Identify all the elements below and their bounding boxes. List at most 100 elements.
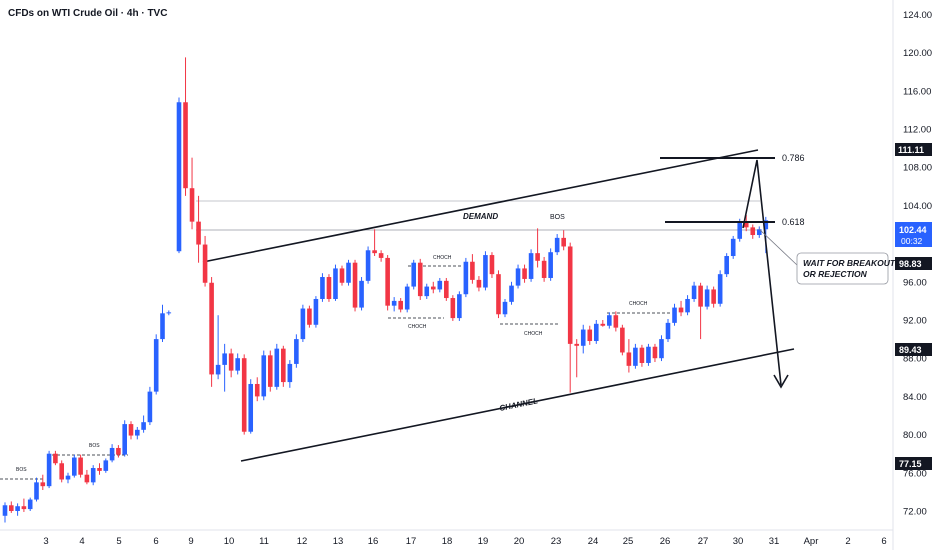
candle-body-104: [678, 307, 684, 313]
candle-body-18: [116, 447, 121, 455]
candle-body-53: [346, 262, 351, 283]
demand-label: DEMAND: [463, 212, 498, 221]
candle-body-61: [398, 300, 403, 310]
candle-body-101: [659, 339, 664, 359]
price-axis[interactable]: 72.0076.0080.0084.0088.0092.0096.00100.0…: [903, 10, 932, 518]
candle-body-16: [103, 460, 109, 471]
candle-body-82: [535, 253, 540, 261]
bos-label-1: BOS: [16, 467, 27, 473]
candle-body-84: [548, 252, 553, 278]
candle-body-8: [53, 453, 58, 464]
candle-body-92: [600, 323, 606, 326]
candle-body-54: [352, 262, 358, 308]
time-axis[interactable]: 3 4 5 6 9 10 11 12 13 16 17 18 19 20 23 24 25 26 27 30 31 Apr…: [43, 536, 886, 547]
candle-body-66: [430, 286, 436, 290]
x-tick-label-15: 24: [588, 536, 599, 547]
candle-body-15: [97, 468, 102, 471]
candle-body-4: [27, 499, 33, 510]
candle-body-29: [189, 188, 195, 222]
fib-0618-label: 0.618: [782, 217, 805, 227]
x-tick-label-16: 25: [623, 536, 634, 547]
price-tag-countdown: 00:32: [901, 236, 923, 246]
candle-body-62: [404, 286, 410, 310]
x-tick-label-5: 10: [224, 536, 235, 547]
candle-body-2: [15, 506, 20, 511]
x-tick-label-23: 6: [881, 536, 886, 547]
y-tick-label-4: 88.00: [903, 354, 927, 365]
candle-body-112: [730, 238, 736, 257]
x-tick-label-0: 3: [43, 536, 48, 547]
candle-body-87: [567, 246, 573, 344]
x-tick-label-9: 16: [368, 536, 379, 547]
candle-body-73: [476, 279, 482, 288]
x-tick-label-18: 27: [698, 536, 709, 547]
candle-body-14: [90, 468, 96, 483]
candle-body-56: [365, 250, 371, 281]
bos-label-2: BOS: [89, 443, 100, 449]
x-tick-label-4: 9: [188, 536, 193, 547]
chart-title: CFDs on WTI Crude Oil · 4h · TVC: [8, 8, 167, 19]
candle-body-89: [580, 329, 586, 346]
bos-label-3: BOS: [550, 214, 565, 221]
candle-body-55: [359, 280, 364, 308]
candle-body-110: [717, 274, 723, 304]
choch-label-2: CHOCH: [408, 324, 427, 330]
candle-body-83: [541, 260, 547, 278]
candle-body-64: [417, 262, 423, 297]
candle-body-72: [470, 261, 475, 280]
candle-body-39: [254, 383, 260, 397]
candle-body-21: [135, 429, 140, 436]
y-tick-label-9: 108.00: [903, 163, 932, 174]
candle-body-74: [483, 255, 488, 288]
candle-body-80: [522, 268, 527, 279]
candle-body-81: [528, 253, 534, 279]
price-tag-high-text: 111.11: [898, 145, 924, 155]
candle-body-77: [502, 301, 508, 315]
candle-body-13: [84, 474, 90, 483]
projection-path: [742, 159, 782, 386]
candle-body-57: [372, 250, 377, 254]
callout-line-2: OR REJECTION: [803, 269, 868, 279]
x-tick-label-10: 17: [406, 536, 417, 547]
candle-body-20: [128, 424, 134, 436]
x-tick-label-3: 6: [153, 536, 158, 547]
candle-body-58: [378, 253, 384, 258]
candle-body-60: [391, 300, 397, 306]
candle-body-41: [267, 355, 273, 387]
candle-body-9: [59, 463, 64, 480]
x-tick-label-22: 2: [845, 536, 850, 547]
y-tick-label-12: 120.00: [903, 48, 932, 59]
choch-label-4: CHOCH: [629, 301, 648, 307]
x-tick-label-14: 23: [551, 536, 562, 547]
candle-body-51: [333, 268, 338, 299]
candle-body-67: [437, 280, 443, 290]
candle-body-99: [646, 346, 651, 363]
candle-body-100: [652, 346, 658, 359]
candle-body-116: [756, 229, 762, 236]
price-tag-high: 111.11: [895, 143, 932, 156]
candle-body-113: [737, 222, 743, 239]
projection-arrowhead: [773, 374, 789, 389]
y-tick-label-2: 80.00: [903, 430, 927, 441]
candle-body-30: [196, 221, 201, 245]
candle-body-52: [339, 268, 345, 283]
candle-body-88: [574, 343, 580, 346]
candle-body-38: [248, 383, 254, 432]
candle-body-93: [607, 315, 612, 326]
candle-body-42: [274, 348, 280, 387]
candle-body-91: [593, 323, 599, 342]
candle-body-45: [294, 339, 299, 364]
candle-body-69: [450, 298, 456, 319]
candle-body-107: [698, 285, 703, 307]
demand-zone: DEMAND: [196, 200, 760, 231]
price-tag-mid-text: 89.43: [899, 345, 922, 355]
candle-body-75: [489, 255, 495, 275]
candle-body-0: [2, 505, 8, 516]
candlestick-series: [2, 57, 769, 523]
candle-body-106: [691, 285, 697, 299]
y-tick-label-11: 116.00: [903, 86, 931, 97]
price-tag-current-text: 102.44: [899, 225, 927, 235]
candle-body-49: [320, 277, 325, 299]
candle-body-10: [65, 475, 71, 480]
